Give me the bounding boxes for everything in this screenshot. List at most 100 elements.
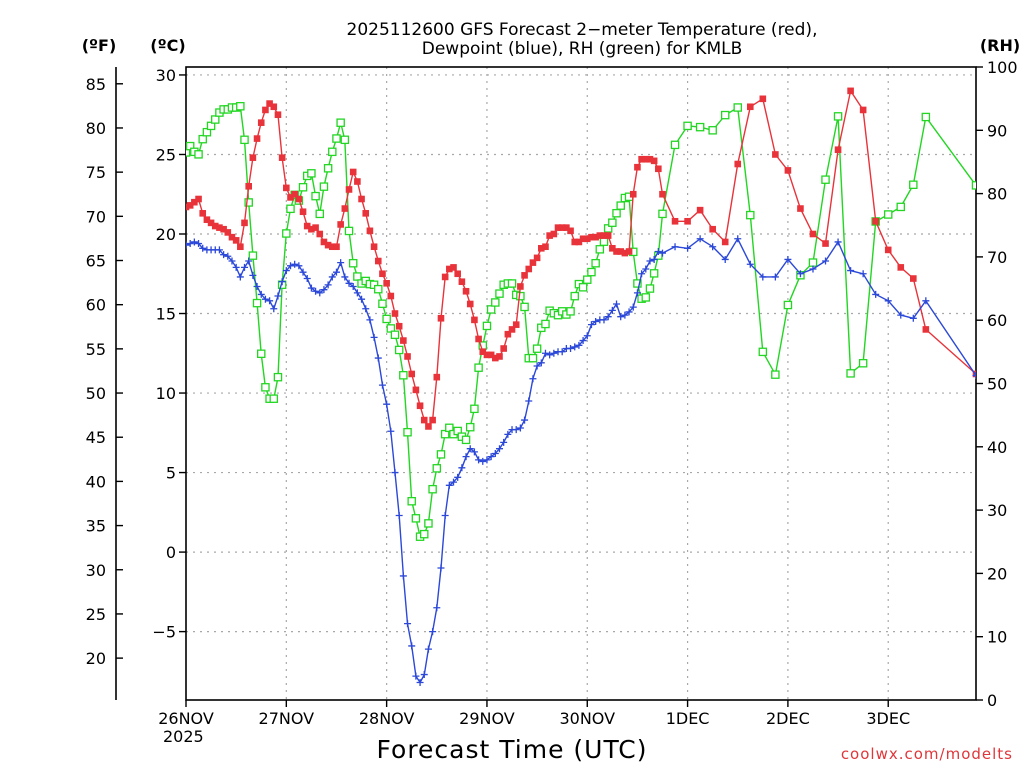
dewpoint-point [286,262,294,270]
rh-point [658,209,667,219]
celsius-tick-label: −5 [152,623,176,642]
temperature-point [454,270,461,278]
rh-point [633,279,642,288]
temperature-point [617,248,625,255]
rh-point [198,134,207,144]
temperature-point [349,168,357,176]
temperature-point [224,229,232,236]
temperature-point [458,278,466,286]
rh-point [570,291,579,301]
chart-title-line-2: Dewpoint (blue), RH (green) for KMLB [422,39,743,59]
dewpoint-point [721,255,729,263]
dewpoint-point [617,313,625,321]
temperature-point [211,222,219,230]
temperature-point [512,321,520,328]
dewpoint-point [734,235,742,243]
dewpoint-point [429,628,437,636]
rh-point [282,229,291,238]
rh-point [307,169,316,178]
temperature-point [604,232,612,239]
x-year-label: 2025 [163,727,204,746]
rh-point [378,299,387,308]
dewpoint-point [458,464,466,472]
dewpoint-point [433,604,441,612]
dewpoint-point [625,308,633,316]
temperature-point [471,316,478,324]
dewpoint-point [186,241,190,249]
rh-tick-label: 50 [987,375,1007,394]
temperature-point [186,202,194,209]
dewpoint-point [341,273,349,281]
rh-point [269,394,279,403]
temperature-point [646,155,654,163]
rh-point [319,182,329,191]
temperature-point [859,106,867,114]
dewpoint-point [847,267,855,275]
dewpoint-line [186,237,976,684]
rh-tick-label: 20 [987,564,1007,583]
temperature-point [366,227,374,235]
dewpoint-point [370,333,378,341]
rh-unit-label: (RH) [980,36,1020,55]
rh-point [670,140,680,150]
temperature-point [529,259,537,266]
rh-point [186,148,191,157]
celsius-tick-label: 5 [166,464,176,483]
dewpoint-point [500,438,508,446]
rh-point [315,209,325,219]
temperature-point [191,198,198,206]
rh-point [428,484,437,494]
fahrenheit-tick-label: 85 [86,75,106,94]
dewpoint-point [412,672,420,680]
dewpoint-point [366,316,374,324]
rh-point [507,279,517,288]
dewpoint-point [349,282,357,290]
dewpoint-point [454,473,462,481]
temperature-point [822,240,829,247]
temperature-point [324,241,332,249]
rh-tick-label: 40 [987,438,1007,457]
rh-point [311,191,320,201]
fahrenheit-tick-label: 20 [86,649,106,668]
dewpoint-point [859,270,867,278]
dewpoint-point [479,457,487,465]
rh-point [252,298,262,308]
temperature-point [537,245,545,252]
rh-tick-label: 100 [987,58,1018,77]
rh-point [474,363,483,372]
celsius-tick-label: 15 [156,305,176,324]
temperature-point [312,224,319,231]
dewpoint-point [215,246,223,254]
temperature-point [546,232,553,239]
dewpoint-point [558,348,566,356]
rh-point [520,302,529,312]
rh-point [353,272,362,281]
temperature-point [734,160,742,168]
temperature-point [847,87,854,95]
dewpoint-point [332,268,340,276]
celsius-tick-label: 20 [156,225,176,244]
temperature-series [186,87,976,430]
temperature-point [283,184,290,192]
dewpoint-point [195,240,203,248]
rh-point [720,110,730,120]
rh-point [436,450,446,459]
dewpoint-point [796,270,804,278]
rh-point [399,371,408,380]
dewpoint-point [897,311,905,319]
rh-point [374,284,383,294]
rh-point [424,519,433,528]
temperature-point [772,151,779,158]
rh-tick-label: 10 [987,628,1007,647]
rh-point [465,422,475,432]
temperature-point [508,326,516,333]
dewpoint-point [253,282,261,290]
temperature-point [567,227,574,235]
rh-point [578,283,588,292]
dewpoint-point [512,426,520,434]
dewpoint-point [295,262,303,270]
dewpoint-point [809,265,817,273]
dewpoint-point [759,273,767,281]
rh-point [758,347,768,357]
rh-point [256,349,266,358]
